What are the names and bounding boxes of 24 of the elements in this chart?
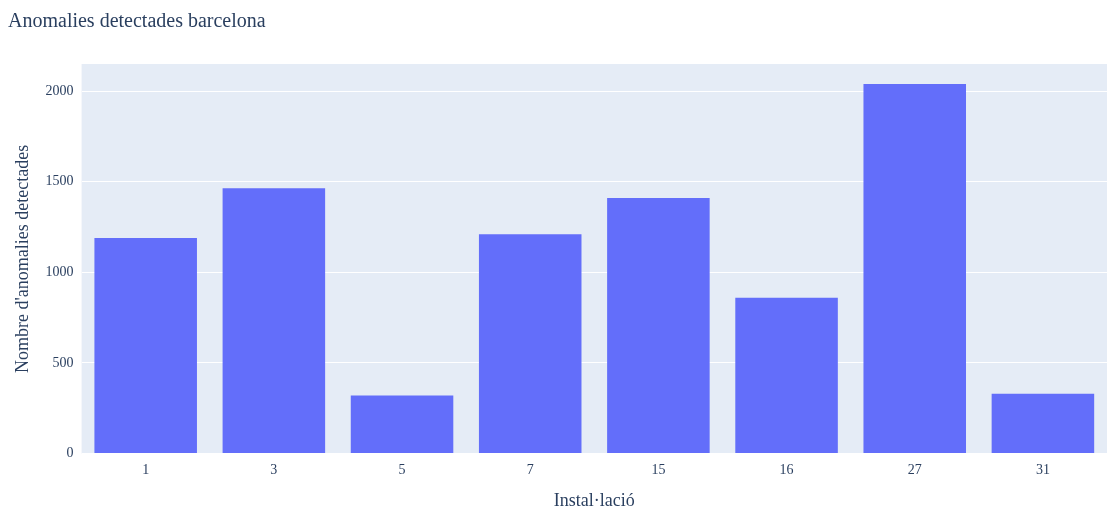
y-tick-label: 500 [52,354,74,370]
x-tick-label: 1 [142,461,150,477]
y-axis-title: Nombre d'anomalies detectades [11,144,32,373]
y-tick-label: 1500 [45,173,74,189]
x-tick-label: 7 [526,461,534,477]
chart-title: Anomalies detectades barcelona [8,9,266,32]
x-axis-title: Instal·lació [553,489,635,510]
x-tick-label: 3 [270,461,278,477]
bar [94,237,197,454]
bar [991,393,1095,454]
bar [863,83,967,454]
bar [607,198,710,454]
x-tick-label: 31 [1035,461,1050,477]
x-tick-label: 5 [398,461,406,477]
bar [350,395,454,454]
bar [478,234,582,454]
bar [735,297,838,454]
y-tick-label: 0 [66,445,74,461]
y-tick-label: 2000 [45,82,74,98]
bar [222,188,326,454]
y-tick-label: 1000 [45,264,74,280]
x-tick-label: 15 [651,461,666,477]
x-tick-label: 16 [779,461,794,477]
x-tick-label: 27 [907,461,922,477]
